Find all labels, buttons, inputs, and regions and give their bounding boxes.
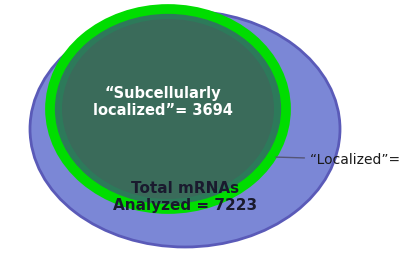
Text: Total mRNAs
Analyzed = 7223: Total mRNAs Analyzed = 7223 — [113, 181, 257, 213]
Text: “Localized”= 4540: “Localized”= 4540 — [276, 153, 400, 167]
Ellipse shape — [50, 9, 286, 209]
Ellipse shape — [30, 11, 340, 247]
Text: “Subcellularly
localized”= 3694: “Subcellularly localized”= 3694 — [93, 86, 233, 118]
Ellipse shape — [62, 19, 274, 199]
